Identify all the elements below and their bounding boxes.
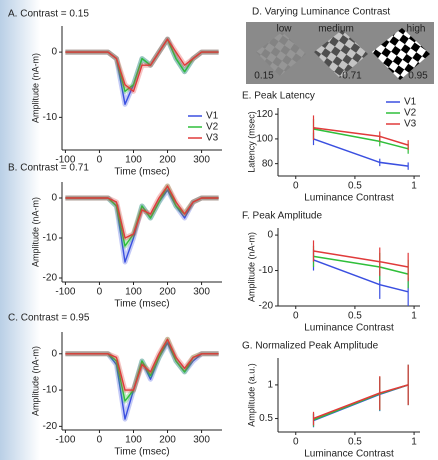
chart-title: F. Peak Amplitude — [242, 211, 322, 222]
contrast-label: 0.95 — [408, 71, 428, 82]
y-axis-label: Latency (msec) — [246, 111, 256, 173]
y-tick-label: 1 — [267, 380, 273, 391]
y-tick-label: -20 — [43, 273, 58, 284]
y-axis-label: Amplitude (a.u.) — [246, 363, 256, 427]
chart-panel: B. Contrast = 0.71 0 -10 -20 -100 0 100 200 300 T… — [8, 163, 222, 310]
x-tick-label: 0 — [293, 437, 299, 448]
chart-title: G. Normalized Peak Amplitude — [242, 341, 379, 352]
chart-title: A. Contrast = 0.15 — [8, 9, 89, 20]
y-axis-label: Amplitude (nA-m) — [246, 232, 256, 302]
x-tick-label: 100 — [125, 155, 142, 166]
y-tick-label: -10 — [43, 233, 58, 244]
y-tick-label: 80 — [262, 158, 274, 169]
x-tick-label: 0.5 — [348, 311, 362, 322]
x-axis-label: Luminance Contrast — [304, 449, 394, 460]
y-axis-label: Amplitude (nA-m) — [30, 197, 40, 267]
y-tick-label: 0 — [51, 47, 57, 58]
y-axis-label: Amplitude (nA-m) — [30, 346, 40, 416]
chart-panel: G. Normalized Peak Amplitude 0.5 1 0 0.5 1 Lum… — [242, 341, 420, 460]
y-tick-label: 100 — [256, 134, 273, 145]
x-tick-label: -100 — [55, 435, 75, 446]
x-tick-label: 1 — [411, 437, 417, 448]
x-axis-label: Time (msec) — [114, 299, 169, 310]
x-tick-label: 0.5 — [348, 181, 362, 192]
x-tick-label: 200 — [159, 155, 176, 166]
chart-title: E. Peak Latency — [242, 91, 315, 102]
x-axis-label: Time (msec) — [114, 167, 169, 178]
contrast-label: 0.71 — [342, 71, 362, 82]
waveform — [65, 38, 219, 92]
y-tick-label: -20 — [259, 301, 274, 312]
x-tick-label: 0 — [97, 287, 103, 298]
x-tick-label: 0 — [97, 155, 103, 166]
legend-label: V3 — [206, 133, 219, 144]
contrast-label: 0.15 — [254, 71, 274, 82]
trend-line — [313, 128, 409, 150]
y-tick-label: 120 — [256, 109, 273, 120]
stimulus-label: low — [276, 24, 292, 35]
trend-line — [313, 138, 409, 167]
x-tick-label: 300 — [193, 155, 210, 166]
x-tick-label: 0.5 — [348, 437, 362, 448]
chart-panel: E. Peak Latency 80 100 120 0 0.5 1 Luminance Co… — [242, 91, 420, 204]
panel-d: D. Varying Luminance Contrast low medium… — [246, 7, 434, 84]
x-tick-label: 1 — [411, 311, 417, 322]
checkerboard-low — [256, 32, 306, 76]
legend-label: V2 — [206, 122, 219, 133]
chart-panel: C. Contrast = 0.95 0 -10 -20 -100 0 100 200 300 T… — [8, 313, 222, 458]
x-tick-label: 300 — [193, 435, 210, 446]
legend-label: V3 — [404, 119, 417, 130]
chart-title: C. Contrast = 0.95 — [8, 313, 90, 324]
y-tick-label: -10 — [43, 385, 58, 396]
x-tick-label: 0 — [293, 181, 299, 192]
y-tick-label: 0 — [267, 230, 273, 241]
x-tick-label: 0 — [293, 311, 299, 322]
x-tick-label: 100 — [125, 435, 142, 446]
y-axis-label: Amplitude (nA-m) — [30, 53, 40, 123]
y-tick-label: 0 — [51, 348, 57, 359]
waveform — [65, 185, 219, 239]
y-tick-label: -10 — [43, 112, 58, 123]
x-tick-label: 0 — [97, 435, 103, 446]
legend-label: V1 — [206, 111, 219, 122]
legend-label: V2 — [404, 108, 417, 119]
waveform — [65, 338, 219, 391]
checkerboard-medium — [314, 30, 368, 78]
x-axis-label: Time (msec) — [114, 447, 169, 458]
x-tick-label: 300 — [193, 287, 210, 298]
x-tick-label: 200 — [159, 287, 176, 298]
y-tick-label: 0 — [51, 193, 57, 204]
legend-label: V1 — [404, 97, 417, 108]
y-tick-label: -20 — [43, 421, 58, 432]
x-axis-label: Luminance Contrast — [304, 193, 394, 204]
panel-title: D. Varying Luminance Contrast — [252, 7, 390, 18]
checkerboard-high — [372, 28, 430, 80]
stimulus-label: high — [407, 24, 426, 35]
chart-title: B. Contrast = 0.71 — [8, 163, 89, 174]
chart-panel: A. Contrast = 0.15 0 -10 -100 0 100 200 300 Time… — [8, 9, 222, 178]
x-tick-label: -100 — [55, 287, 75, 298]
trend-line — [313, 384, 409, 422]
x-axis-label: Luminance Contrast — [304, 323, 394, 334]
y-tick-label: -10 — [259, 265, 274, 276]
x-tick-label: -100 — [55, 155, 75, 166]
chart-panel: F. Peak Amplitude 0 -10 -20 0 0.5 1 Luminance C… — [242, 211, 420, 334]
x-tick-label: 200 — [159, 435, 176, 446]
y-tick-label: 0.5 — [259, 413, 273, 424]
trend-line — [313, 127, 409, 146]
x-tick-label: 100 — [125, 287, 142, 298]
x-tick-label: 1 — [411, 181, 417, 192]
stimulus-label: medium — [318, 24, 354, 35]
